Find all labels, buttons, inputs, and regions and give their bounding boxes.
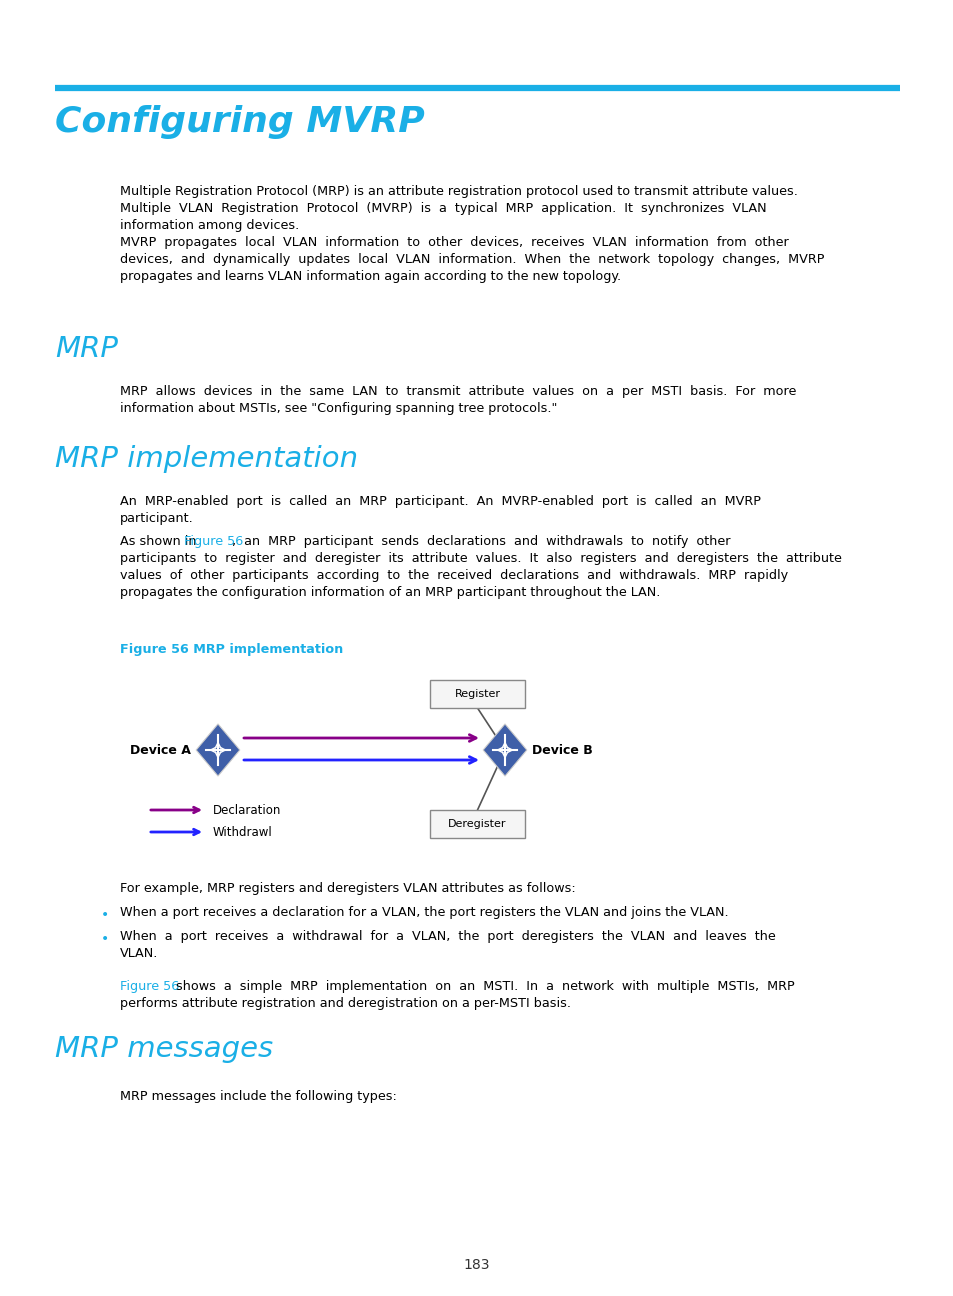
Text: MRP  allows  devices  in  the  same  LAN  to  transmit  attribute  values  on  a: MRP allows devices in the same LAN to tr… [120,385,796,398]
Text: An  MRP-enabled  port  is  called  an  MRP  participant.  An  MVRP-enabled  port: An MRP-enabled port is called an MRP par… [120,495,760,508]
Text: propagates and learns VLAN information again according to the new topology.: propagates and learns VLAN information a… [120,270,620,283]
Text: •: • [101,907,109,921]
Text: As shown in: As shown in [120,535,200,548]
Text: information among devices.: information among devices. [120,219,299,232]
Polygon shape [196,724,239,776]
Text: Figure 56: Figure 56 [120,980,179,993]
FancyBboxPatch shape [430,680,524,708]
Text: MRP messages include the following types:: MRP messages include the following types… [120,1090,396,1103]
Text: When  a  port  receives  a  withdrawal  for  a  VLAN,  the  port  deregisters  t: When a port receives a withdrawal for a … [120,931,775,943]
Text: For example, MRP registers and deregisters VLAN attributes as follows:: For example, MRP registers and deregiste… [120,883,576,896]
FancyBboxPatch shape [430,810,524,839]
Text: devices,  and  dynamically  updates  local  VLAN  information.  When  the  netwo: devices, and dynamically updates local V… [120,253,823,266]
Polygon shape [482,724,526,776]
Text: MRP implementation: MRP implementation [55,445,357,473]
Text: Declaration: Declaration [213,804,281,816]
Text: •: • [101,932,109,946]
Text: When a port receives a declaration for a VLAN, the port registers the VLAN and j: When a port receives a declaration for a… [120,906,728,919]
Text: Device B: Device B [532,744,593,757]
Text: VLAN.: VLAN. [120,947,158,960]
Text: performs attribute registration and deregistration on a per-MSTI basis.: performs attribute registration and dere… [120,997,571,1010]
Text: participant.: participant. [120,512,193,525]
Text: propagates the configuration information of an MRP participant throughout the LA: propagates the configuration information… [120,586,659,599]
Text: ,  an  MRP  participant  sends  declarations  and  withdrawals  to  notify  othe: , an MRP participant sends declarations … [233,535,730,548]
Text: Figure 56: Figure 56 [184,535,243,548]
Text: values  of  other  participants  according  to  the  received  declarations  and: values of other participants according t… [120,569,787,582]
Text: information about MSTIs, see "Configuring spanning tree protocols.": information about MSTIs, see "Configurin… [120,402,557,415]
Text: Register: Register [454,689,500,699]
Text: participants  to  register  and  deregister  its  attribute  values.  It  also  : participants to register and deregister … [120,552,841,565]
Text: Multiple Registration Protocol (MRP) is an attribute registration protocol used : Multiple Registration Protocol (MRP) is … [120,185,797,198]
Text: Deregister: Deregister [448,819,506,829]
Text: shows  a  simple  MRP  implementation  on  an  MSTI.  In  a  network  with  mult: shows a simple MRP implementation on an … [168,980,794,993]
Text: MRP: MRP [55,334,118,363]
Text: Multiple  VLAN  Registration  Protocol  (MVRP)  is  a  typical  MRP  application: Multiple VLAN Registration Protocol (MVR… [120,202,766,215]
Text: Withdrawl: Withdrawl [213,826,273,839]
Text: 183: 183 [463,1258,490,1271]
Text: Device A: Device A [130,744,191,757]
Text: Figure 56 MRP implementation: Figure 56 MRP implementation [120,643,343,656]
Text: MVRP  propagates  local  VLAN  information  to  other  devices,  receives  VLAN : MVRP propagates local VLAN information t… [120,236,788,249]
Text: Configuring MVRP: Configuring MVRP [55,105,424,139]
Text: MRP messages: MRP messages [55,1036,273,1063]
